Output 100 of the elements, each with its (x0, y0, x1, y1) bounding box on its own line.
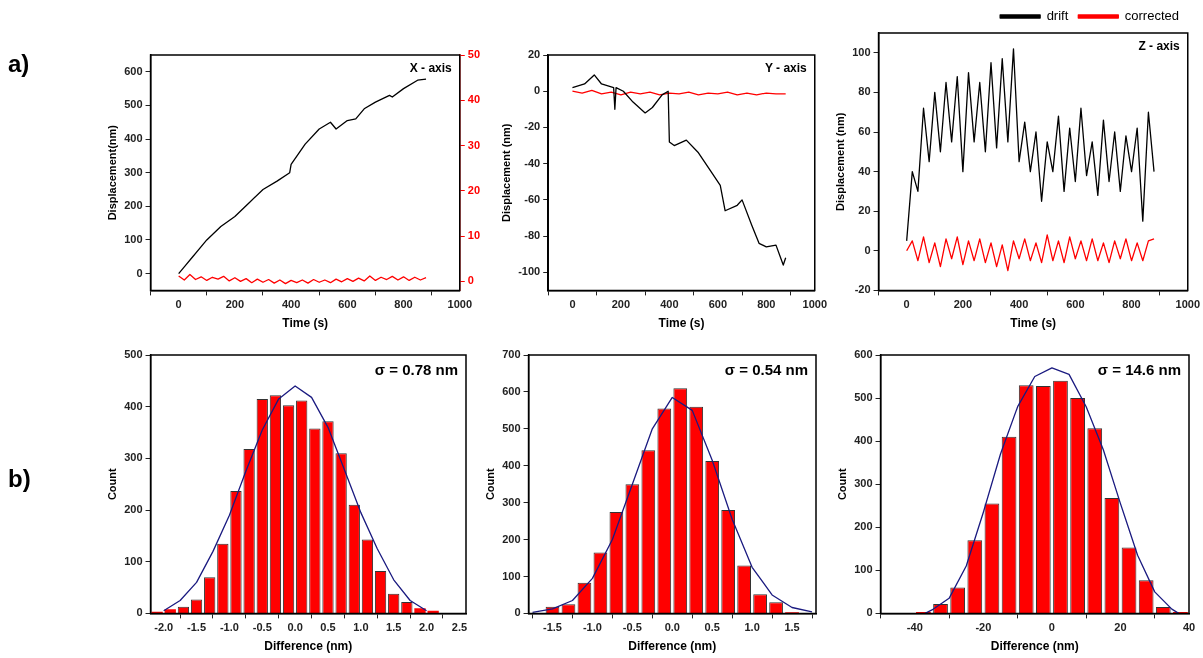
y-tick-label: 300 (124, 451, 143, 464)
chart-title: σ = 0.78 nm (374, 360, 458, 378)
x-tick-label: -0.5 (252, 621, 272, 634)
text: b) (8, 465, 31, 493)
y-tick-label: 100 (124, 232, 143, 245)
y-tick-label: 600 (854, 348, 873, 361)
y-tick-label: 200 (124, 199, 143, 212)
x-tick-label: 1000 (447, 298, 473, 311)
chart-title: σ = 14.6 nm (1097, 360, 1181, 378)
y-tick-label: 700 (502, 348, 521, 361)
y-tick-label: 300 (124, 165, 143, 178)
y-tick-label: 300 (502, 495, 521, 508)
x-tick-label: 40 (1182, 621, 1196, 634)
x-tick-label: -1.0 (219, 621, 239, 634)
chart-title: σ = 0.54 nm (724, 360, 808, 378)
x-axis-title: Difference (nm) (990, 639, 1079, 654)
x-tick-label: 1.0 (744, 621, 760, 634)
y-tick-label: 100 (502, 569, 521, 582)
x-tick-label: 200 (953, 298, 973, 311)
y-tick-label: -40 (524, 156, 541, 169)
y-axis-title: Displacement (nm) (833, 112, 846, 211)
y-tick-label: 600 (124, 64, 143, 77)
x-axis-title: Time (s) (282, 316, 329, 331)
x-tick-label: 0 (569, 298, 576, 311)
y-axis-title: Displacement(nm) (105, 124, 118, 221)
y-tick-label: 60 (858, 125, 871, 138)
x-tick-label: 600 (338, 298, 357, 311)
x-tick-label: 1.5 (386, 621, 402, 634)
y2-tick-label: 50 (467, 48, 481, 61)
x-tick-label: 20 (1114, 621, 1127, 634)
x-tick-label: -20 (975, 621, 992, 634)
x-tick-label: 400 (281, 298, 301, 311)
y-tick-label: 400 (502, 458, 521, 471)
y2-tick-label: 20 (467, 183, 481, 196)
y-tick-label: 400 (854, 434, 873, 447)
x-tick-label: 800 (1122, 298, 1141, 311)
x-tick-label: -40 (906, 621, 923, 634)
y2-tick-label: 0 (467, 274, 474, 287)
y-tick-label: -60 (524, 192, 541, 205)
y-tick-label: 400 (124, 132, 143, 145)
y-tick-label: 600 (502, 384, 521, 397)
y-tick-label: 500 (854, 391, 873, 404)
y-tick-label: 200 (502, 532, 521, 545)
x-tick-label: -1.0 (582, 621, 602, 634)
y-tick-label: 0 (534, 84, 541, 97)
y-tick-label: -20 (854, 283, 871, 296)
x-tick-label: 0.5 (320, 621, 336, 634)
x-tick-label: 0.0 (287, 621, 303, 634)
x-tick-label: 0.5 (704, 621, 720, 634)
y-tick-label: 400 (124, 399, 143, 412)
y-axis-title: Count (483, 467, 496, 501)
x-tick-label: 2.0 (418, 621, 435, 634)
x-tick-label: 800 (757, 298, 776, 311)
y-tick-label: 0 (864, 243, 871, 256)
y-axis-title: Count (105, 467, 118, 501)
x-tick-label: 1.5 (784, 621, 800, 634)
y-tick-label: 200 (124, 503, 143, 516)
x-tick-label: 0.0 (664, 621, 680, 634)
y-tick-label: 100 (854, 563, 873, 576)
x-tick-label: 200 (611, 298, 631, 311)
x-tick-label: 400 (660, 298, 679, 311)
legend-label: drift (1046, 8, 1069, 24)
x-tick-label: -1.5 (543, 621, 562, 634)
x-tick-label: 800 (394, 298, 413, 311)
x-tick-label: 200 (225, 298, 245, 311)
text: Z - axis (1138, 39, 1181, 54)
y-tick-label: 500 (124, 98, 143, 111)
y-tick-label: 100 (124, 554, 143, 567)
y-tick-label: 500 (124, 348, 143, 361)
y-tick-label: 20 (527, 48, 541, 61)
y2-tick-label: 10 (467, 229, 481, 242)
x-tick-label: 600 (708, 298, 728, 311)
text: a) (8, 50, 30, 78)
y-tick-label: 0 (866, 606, 873, 619)
x-tick-label: -1.5 (187, 621, 207, 634)
y-tick-label: 200 (854, 520, 873, 533)
legend-label: corrected (1124, 8, 1180, 24)
y-axis-title: Displacement (nm) (499, 123, 512, 222)
y-axis-title: Count (835, 467, 848, 501)
y-tick-label: 100 (852, 45, 871, 58)
y-tick-label: 300 (854, 477, 873, 490)
x-tick-label: 0 (175, 298, 182, 311)
text: Y - axis (764, 61, 808, 76)
y-tick-label: 80 (858, 85, 871, 98)
y-tick-label: -80 (524, 229, 541, 242)
x-axis-title: Time (s) (658, 316, 705, 331)
y-tick-label: 0 (514, 606, 521, 619)
x-axis-title: Difference (nm) (264, 639, 353, 654)
x-tick-label: 2.5 (451, 621, 468, 634)
x-tick-label: 600 (1066, 298, 1085, 311)
y2-tick-label: 30 (467, 138, 481, 151)
x-tick-label: 0 (1048, 621, 1055, 634)
y2-tick-label: 40 (467, 93, 481, 106)
x-axis-title: Difference (nm) (628, 639, 717, 654)
y-tick-label: 20 (858, 204, 871, 217)
x-tick-label: 0 (903, 298, 910, 311)
x-tick-label: -2.0 (154, 621, 174, 634)
text: X - axis (409, 61, 453, 76)
x-tick-label: 400 (1009, 298, 1029, 311)
y-tick-label: -100 (518, 265, 541, 278)
